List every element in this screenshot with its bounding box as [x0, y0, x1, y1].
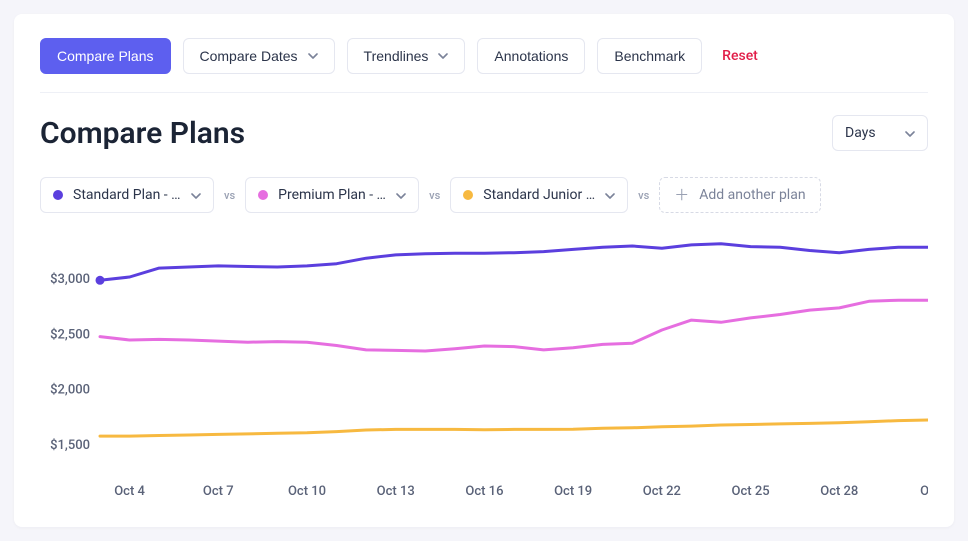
title-row: Compare Plans Days [40, 115, 928, 151]
benchmark-button[interactable]: Benchmark [597, 38, 702, 74]
series-selector-row: Standard Plan - … vs Premium Plan - … vs… [40, 177, 928, 213]
plan-chip-0[interactable]: Standard Plan - … [40, 177, 214, 213]
compare-dates-button[interactable]: Compare Dates [183, 38, 335, 74]
series-color-dot [258, 190, 268, 200]
svg-text:Oct 16: Oct 16 [465, 484, 503, 499]
trendlines-button[interactable]: Trendlines [347, 38, 466, 74]
compare-plans-label: Compare Plans [57, 48, 154, 64]
reset-link[interactable]: Reset [714, 48, 766, 64]
svg-text:Oct 19: Oct 19 [554, 484, 592, 499]
series-color-dot [463, 190, 473, 200]
annotations-button[interactable]: Annotations [477, 38, 585, 74]
chevron-down-icon [308, 53, 318, 59]
vs-separator: vs [224, 189, 235, 202]
line-chart: $1,500 $2,000 $2,500 $3,000 Oct 4 Oct 7 Oct 10… [40, 227, 928, 503]
svg-text:$2,000: $2,000 [50, 383, 90, 398]
plan-chip-label: Standard Junior … [483, 187, 595, 203]
chart-area: $1,500 $2,000 $2,500 $3,000 Oct 4 Oct 7 Oct 10… [40, 227, 928, 503]
trendlines-label: Trendlines [364, 48, 429, 64]
vs-separator: vs [638, 189, 649, 202]
compare-dates-label: Compare Dates [200, 48, 298, 64]
svg-text:Oct 13: Oct 13 [377, 484, 415, 499]
interval-label: Days [845, 125, 876, 141]
page-title: Compare Plans [40, 116, 245, 151]
add-plan-button[interactable]: ＋ Add another plan [659, 177, 820, 213]
svg-text:$3,000: $3,000 [50, 272, 90, 287]
add-plan-label: Add another plan [699, 187, 805, 203]
svg-text:Oct 10: Oct 10 [288, 484, 326, 499]
annotations-label: Annotations [494, 48, 568, 64]
svg-text:$1,500: $1,500 [50, 438, 90, 453]
plan-chip-label: Standard Plan - … [73, 187, 181, 203]
svg-text:Oct 7: Oct 7 [203, 484, 234, 499]
plan-chip-label: Premium Plan - … [278, 187, 386, 203]
plan-chip-2[interactable]: Standard Junior … [450, 177, 628, 213]
top-toolbar: Compare Plans Compare Dates Trendlines A… [40, 38, 928, 93]
chevron-down-icon [396, 187, 406, 203]
benchmark-label: Benchmark [614, 48, 685, 64]
vs-separator: vs [429, 189, 440, 202]
svg-text:Oct 4: Oct 4 [114, 484, 145, 499]
svg-text:Oc: Oc [920, 484, 928, 499]
plus-icon: ＋ [674, 188, 689, 203]
chevron-down-icon [905, 125, 915, 141]
interval-selector[interactable]: Days [832, 115, 928, 151]
compare-plans-button[interactable]: Compare Plans [40, 38, 171, 74]
chevron-down-icon [605, 187, 615, 203]
chevron-down-icon [438, 53, 448, 59]
plan-chip-1[interactable]: Premium Plan - … [245, 177, 419, 213]
svg-text:$2,500: $2,500 [50, 327, 90, 342]
svg-text:Oct 25: Oct 25 [732, 484, 770, 499]
series-color-dot [53, 190, 63, 200]
analytics-card: Compare Plans Compare Dates Trendlines A… [14, 14, 954, 527]
svg-text:Oct 28: Oct 28 [820, 484, 858, 499]
chevron-down-icon [191, 187, 201, 203]
svg-text:Oct 22: Oct 22 [643, 484, 681, 499]
